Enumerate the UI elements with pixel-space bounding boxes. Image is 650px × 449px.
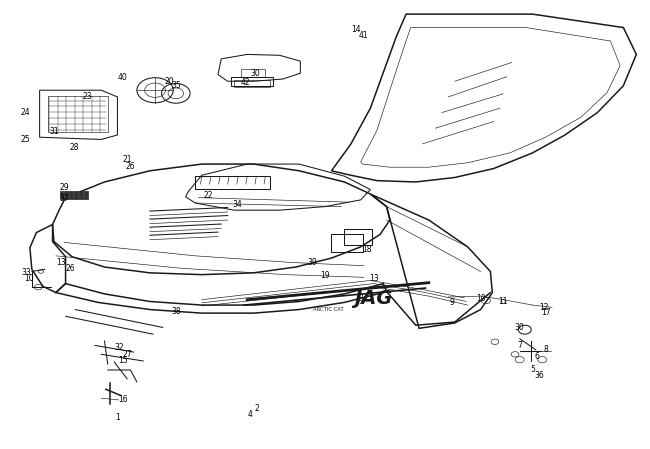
Text: 42: 42 xyxy=(241,78,251,87)
Text: 14: 14 xyxy=(351,25,361,34)
Text: 10: 10 xyxy=(476,294,486,303)
Text: 13: 13 xyxy=(56,258,66,267)
Text: 32: 32 xyxy=(114,343,124,352)
Text: 17: 17 xyxy=(541,308,551,317)
Text: 41: 41 xyxy=(359,31,369,40)
Text: 37: 37 xyxy=(59,194,69,203)
Text: 1: 1 xyxy=(115,414,120,423)
Text: 38: 38 xyxy=(171,307,181,316)
Text: 16: 16 xyxy=(118,395,127,404)
Text: 30: 30 xyxy=(515,323,525,332)
Text: 4: 4 xyxy=(248,410,253,419)
Text: 24: 24 xyxy=(21,108,30,117)
Text: 3: 3 xyxy=(358,294,363,303)
Text: JAG: JAG xyxy=(354,289,393,308)
Text: 28: 28 xyxy=(70,143,79,152)
Text: 12: 12 xyxy=(540,303,549,312)
Text: 35: 35 xyxy=(171,81,181,90)
Text: 23: 23 xyxy=(82,92,92,101)
Bar xyxy=(60,191,88,198)
Text: 11: 11 xyxy=(499,297,508,306)
Text: 8: 8 xyxy=(543,345,548,354)
Text: 21: 21 xyxy=(122,155,132,164)
Text: 13: 13 xyxy=(369,274,378,283)
Text: 19: 19 xyxy=(320,272,330,281)
Text: 6: 6 xyxy=(535,352,539,361)
Text: ARCTIC CAT: ARCTIC CAT xyxy=(313,307,344,312)
Text: 20: 20 xyxy=(164,77,174,86)
Text: 31: 31 xyxy=(49,128,58,136)
Text: 18: 18 xyxy=(363,245,372,254)
Text: 2: 2 xyxy=(255,404,259,413)
Text: 29: 29 xyxy=(59,183,69,192)
Text: 5: 5 xyxy=(530,365,535,374)
Text: 40: 40 xyxy=(118,73,127,82)
Text: 7: 7 xyxy=(517,341,522,350)
Text: 26: 26 xyxy=(125,162,135,171)
Text: 22: 22 xyxy=(203,191,213,200)
Text: 39: 39 xyxy=(307,258,317,267)
Text: 36: 36 xyxy=(534,371,544,380)
Text: 27: 27 xyxy=(122,350,132,359)
Text: 33: 33 xyxy=(21,268,31,277)
Text: 34: 34 xyxy=(233,200,242,209)
Text: 30: 30 xyxy=(251,69,261,78)
Text: 25: 25 xyxy=(21,135,30,144)
Text: 10: 10 xyxy=(24,274,33,283)
Text: 26: 26 xyxy=(66,264,75,273)
Text: 9: 9 xyxy=(449,298,454,307)
Text: 15: 15 xyxy=(118,356,127,365)
